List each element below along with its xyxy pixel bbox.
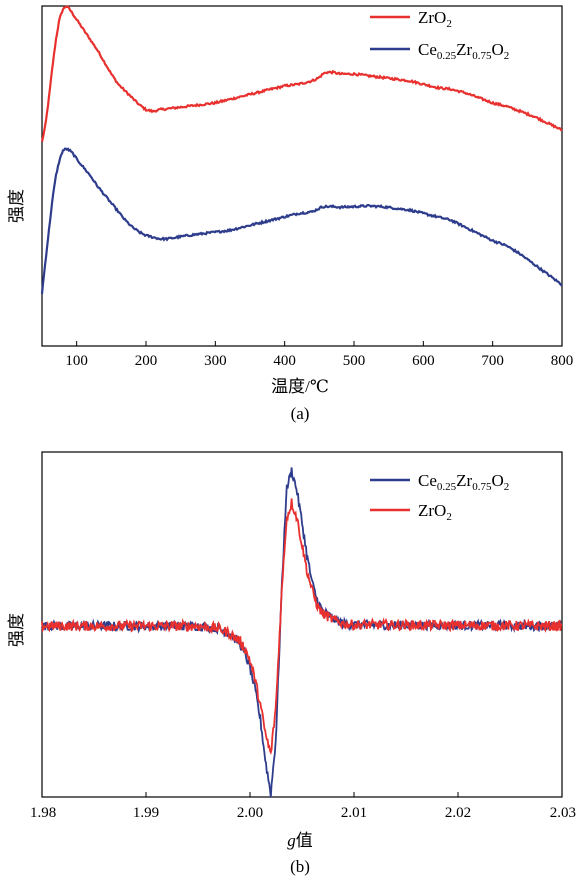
chart-a: 100 200 300 400 500 600 700 800 ZrO2 Ce0.25Zr0.75… (7, 5, 574, 423)
x-tick-label-a: 600 (412, 353, 435, 369)
x-tick-label-b: 1.98 (30, 805, 56, 821)
x-tick-label-a: 100 (65, 353, 88, 369)
x-tick-label-a: 800 (551, 353, 574, 369)
y-axis-label-b: 强度 (7, 613, 26, 647)
y-axis-label-a: 强度 (7, 189, 26, 223)
legend-label-a-0: ZrO2 (418, 8, 452, 30)
x-tick-label-b: 2.00 (237, 805, 263, 821)
x-tick-label-b: 2.01 (341, 805, 367, 821)
x-tick-label-b: 2.03 (550, 805, 576, 821)
x-tick-label-a: 200 (135, 353, 158, 369)
x-axis-label-b: g值 (287, 831, 313, 850)
panel-label-a: (a) (291, 404, 310, 423)
legend-label-a-1: Ce0.25Zr0.75O2 (418, 40, 509, 62)
x-tick-label-a: 700 (481, 353, 504, 369)
x-tick-label-a: 300 (204, 353, 227, 369)
chart-b: 1.98 1.99 2.00 2.01 2.02 2.03 Ce0.25Zr0.75O2 Zr… (7, 451, 576, 876)
x-axis-label-a: 温度/℃ (271, 377, 329, 396)
x-tick-label-a: 500 (343, 353, 366, 369)
series-line-b-1 (41, 498, 563, 756)
x-tick-label-b: 1.99 (133, 805, 159, 821)
x-tick-label-a: 400 (273, 353, 296, 369)
series-line-a-1 (40, 147, 563, 295)
legend-label-b-1: ZrO2 (418, 501, 452, 523)
series-line-b-0 (41, 467, 562, 798)
panel-label-b: (b) (290, 857, 310, 876)
x-tick-label-b: 2.02 (445, 805, 471, 821)
series-line-a-0 (40, 5, 563, 142)
plot-frame-a (41, 5, 563, 347)
legend-label-b-0: Ce0.25Zr0.75O2 (418, 471, 509, 493)
